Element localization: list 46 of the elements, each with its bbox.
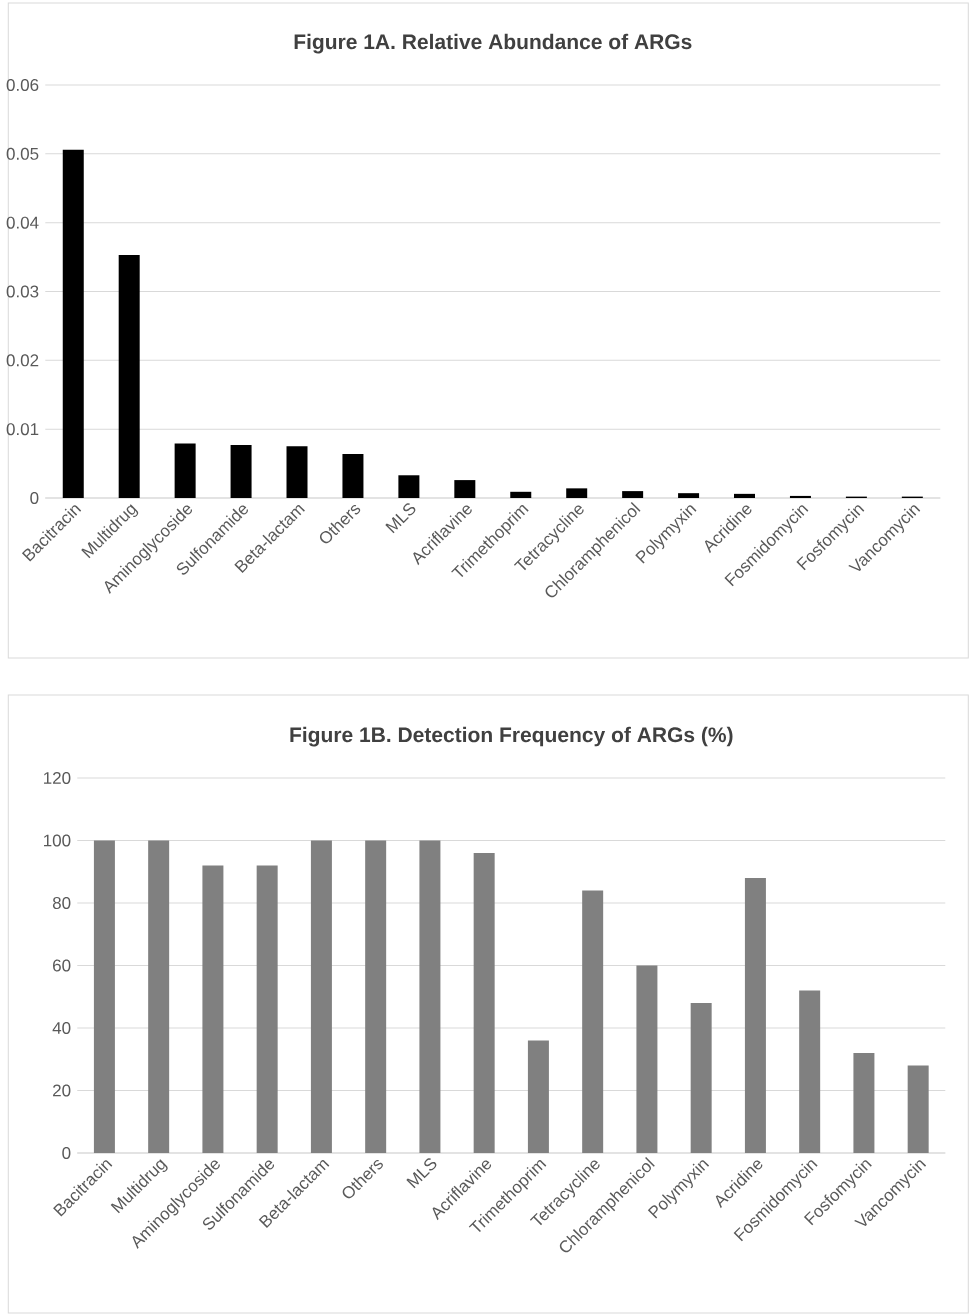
bar	[907, 1065, 929, 1153]
y-tick-label: 120	[43, 771, 71, 785]
bar	[473, 852, 495, 1153]
bar	[566, 488, 588, 498]
bar	[419, 840, 441, 1153]
bar	[93, 840, 115, 1153]
y-tick-label: 80	[52, 896, 71, 910]
bar	[365, 840, 387, 1153]
y-tick-label: 0.04	[6, 216, 39, 229]
y-tick-label: 0.06	[6, 78, 39, 92]
y-tick-label: 0	[62, 1146, 71, 1160]
bar	[118, 255, 140, 498]
bar	[202, 865, 224, 1153]
bar	[744, 877, 766, 1153]
bar	[230, 444, 252, 498]
y-tick-label: 100	[43, 834, 71, 847]
bar	[799, 990, 821, 1153]
bar	[62, 149, 84, 498]
bar	[256, 865, 278, 1153]
bar	[148, 840, 170, 1153]
bar	[582, 890, 604, 1153]
y-tick-label: 0.05	[6, 147, 39, 160]
bar	[622, 491, 643, 498]
bar	[286, 446, 308, 498]
bar	[733, 493, 755, 498]
bar	[677, 493, 699, 498]
bar	[310, 840, 332, 1153]
y-tick-label: 40	[52, 1021, 71, 1035]
bar	[510, 491, 532, 498]
y-tick-label: 0.03	[6, 285, 39, 298]
y-tick-label: 0.01	[6, 423, 39, 436]
bar	[527, 1040, 549, 1153]
bar	[636, 965, 658, 1153]
y-tick-label: 20	[52, 1084, 71, 1097]
bar	[690, 1002, 712, 1153]
y-tick-label: 60	[52, 959, 71, 972]
bar	[853, 1053, 875, 1153]
bar	[398, 475, 420, 498]
bar	[342, 453, 364, 498]
bar	[174, 443, 196, 498]
chart-title: Figure 1A. Relative Abundance of ARGs	[294, 33, 692, 54]
bar	[454, 480, 476, 498]
bar	[789, 495, 811, 498]
y-tick-label: 0	[30, 491, 39, 505]
chart-title: Figure 1B. Detection Frequency of ARGs (%)	[290, 726, 733, 747]
y-tick-label: 0.02	[6, 354, 39, 367]
